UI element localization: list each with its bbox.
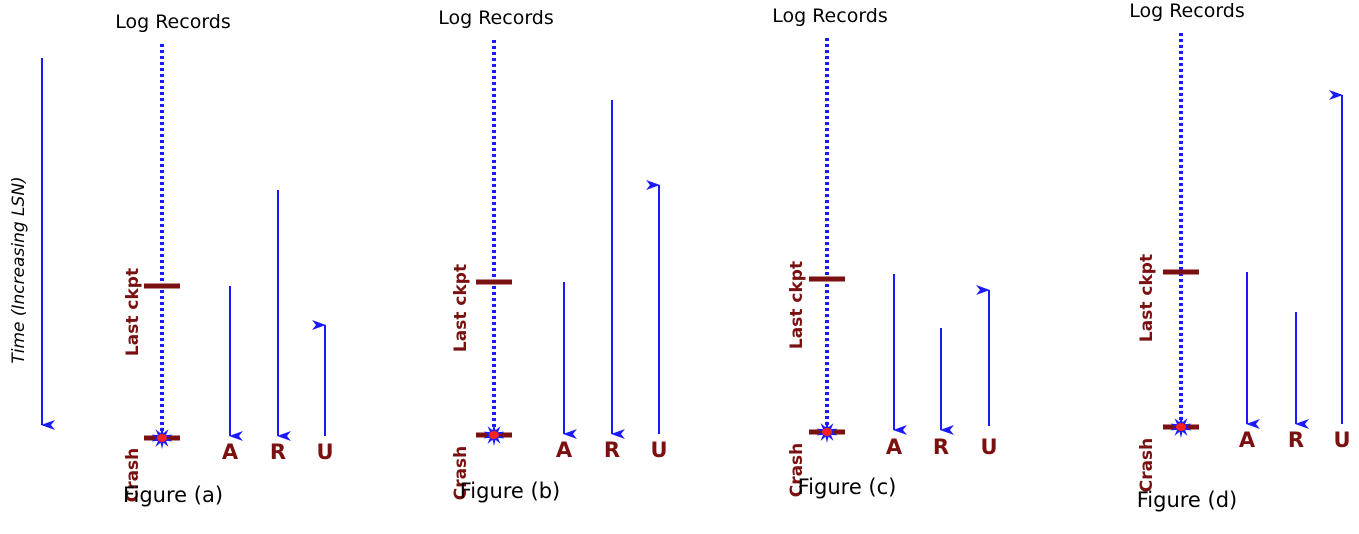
last-checkpoint-label: Last ckpt xyxy=(1137,254,1157,342)
log-records-heading: Log Records xyxy=(1129,0,1245,22)
crash-burst-core xyxy=(489,431,499,439)
phase-label-r: R xyxy=(604,438,620,462)
phase-label-u: U xyxy=(980,435,997,459)
phase-label-u: U xyxy=(650,438,667,462)
panel-b: Log Records Last ckpt Crash A R U Figure (b) xyxy=(438,7,667,503)
figure-caption: Figure (a) xyxy=(123,483,223,507)
last-checkpoint-label: Last ckpt xyxy=(787,261,807,349)
crash-label: Crash xyxy=(451,446,471,501)
log-records-heading: Log Records xyxy=(438,7,554,29)
panel-c: Log Records Last ckpt Crash A R U Figure (c) xyxy=(772,5,997,499)
figure-caption: Figure (d) xyxy=(1137,488,1238,512)
panel-d: Log Records Last ckpt Crash A R U Figure (d) xyxy=(1129,0,1350,512)
time-axis-label: Time (Increasing LSN) xyxy=(9,176,29,363)
crash-label: Crash xyxy=(1137,438,1157,493)
log-records-heading: Log Records xyxy=(115,11,231,33)
crash-label: Crash xyxy=(787,443,807,498)
phase-label-u: U xyxy=(316,440,333,464)
crash-burst-core xyxy=(822,428,832,436)
crash-label: Crash xyxy=(123,448,143,503)
phase-label-r: R xyxy=(933,435,949,459)
panel-a: Log Records Last ckpt Crash A R U Figure (a) xyxy=(115,11,333,507)
crash-burst-core xyxy=(157,434,167,442)
phase-label-a: A xyxy=(222,440,239,464)
phase-label-a: A xyxy=(556,438,573,462)
figure-caption: Figure (b) xyxy=(460,479,561,503)
phase-label-a: A xyxy=(1239,428,1256,452)
crash-burst-core xyxy=(1176,423,1186,431)
phase-label-a: A xyxy=(886,435,903,459)
phase-label-r: R xyxy=(1288,428,1304,452)
log-records-heading: Log Records xyxy=(772,5,888,27)
phase-label-u: U xyxy=(1333,428,1350,452)
last-checkpoint-label: Last ckpt xyxy=(451,264,471,352)
figure-caption: Figure (c) xyxy=(798,475,897,499)
last-checkpoint-label: Last ckpt xyxy=(123,268,143,356)
phase-label-r: R xyxy=(270,440,286,464)
